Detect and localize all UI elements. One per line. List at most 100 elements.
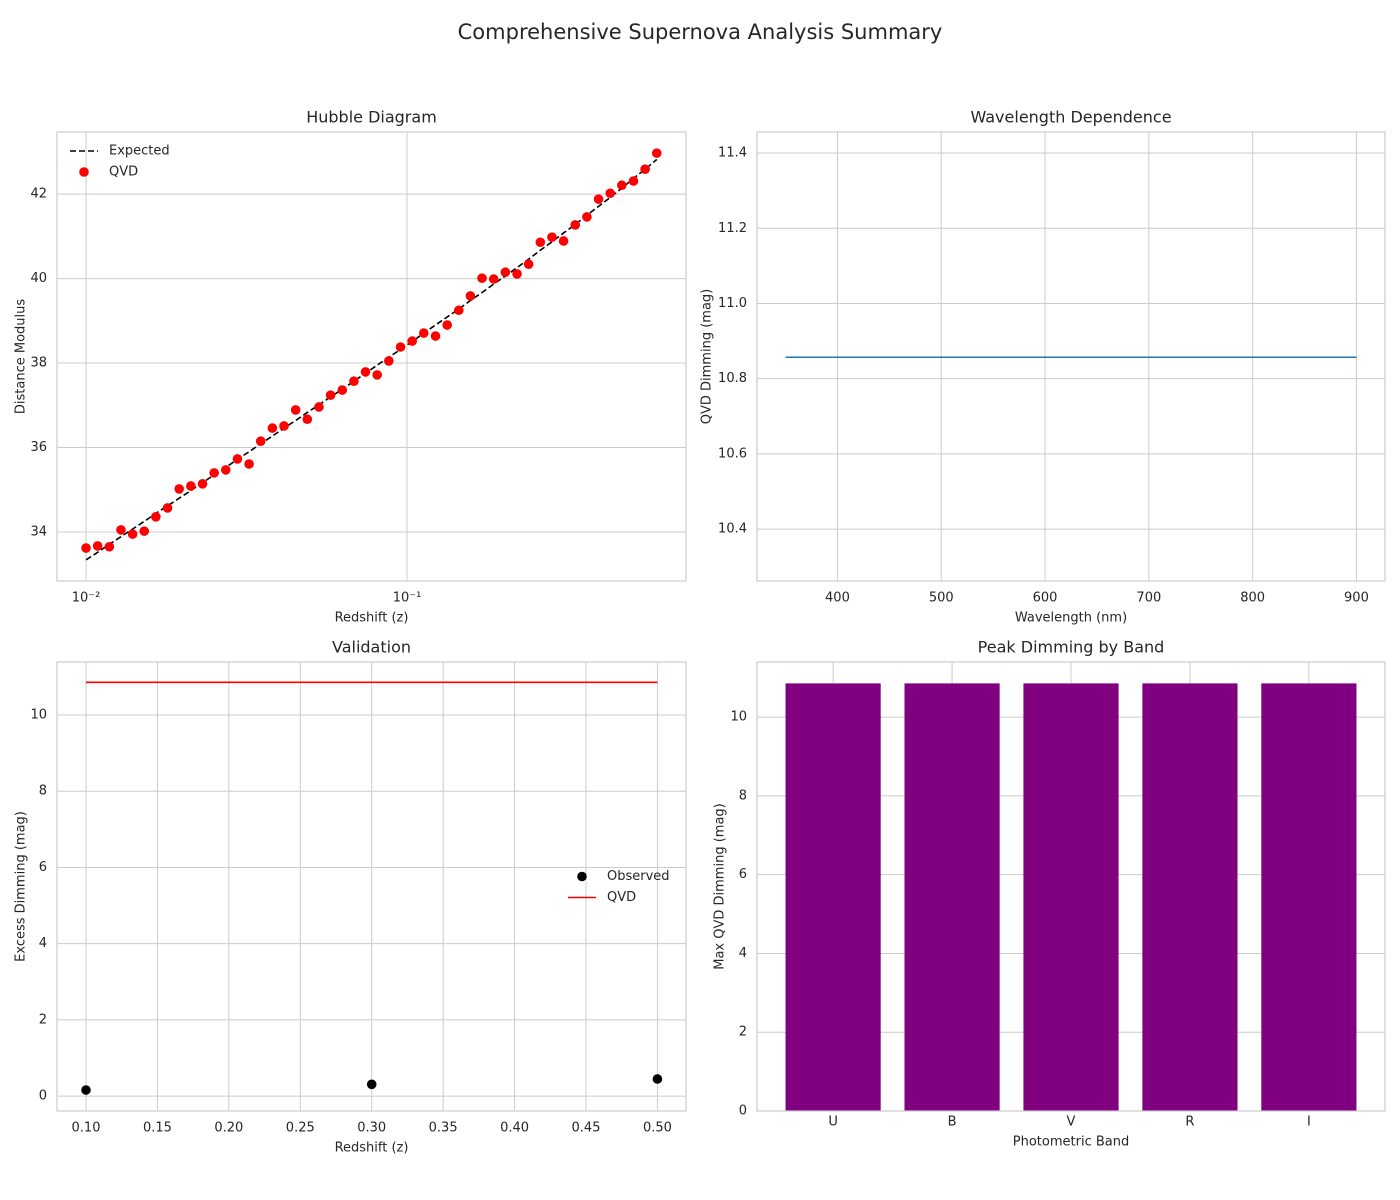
point xyxy=(314,402,324,412)
point xyxy=(151,511,161,522)
y-tick-label: 4 xyxy=(739,946,747,961)
point xyxy=(384,356,394,366)
y-tick-label: 0 xyxy=(39,1089,47,1104)
y-tick-label: 6 xyxy=(739,867,747,882)
axes-frame xyxy=(756,661,1386,1112)
point xyxy=(290,405,301,415)
x-tick-label: V xyxy=(1067,1115,1076,1130)
x-tick-label: 500 xyxy=(929,591,954,606)
x-axis-label: Redshift (z) xyxy=(335,611,409,626)
point xyxy=(651,148,662,158)
point xyxy=(186,481,196,491)
point xyxy=(279,421,289,431)
point xyxy=(570,220,581,230)
line xyxy=(85,158,658,561)
legend-swatch xyxy=(79,167,89,177)
x-tick-label: B xyxy=(948,1115,957,1130)
x-tick-label: 0.10 xyxy=(72,1121,101,1136)
y-axis-label: QVD Dimming (mag) xyxy=(700,289,715,424)
point xyxy=(488,274,499,284)
chart-title: Validation xyxy=(332,638,411,657)
figure-title: Comprehensive Supernova Analysis Summary xyxy=(458,20,943,44)
legend-label: Observed xyxy=(607,869,670,884)
x-tick-label: 600 xyxy=(1033,591,1058,606)
point xyxy=(430,331,441,341)
point xyxy=(255,436,266,446)
point xyxy=(127,529,138,539)
x-tick-label: U xyxy=(828,1115,838,1130)
point xyxy=(418,328,429,338)
legend-label: QVD xyxy=(109,165,138,180)
x-tick-label: 0.20 xyxy=(214,1121,243,1136)
point xyxy=(407,336,418,346)
x-axis-label: Redshift (z) xyxy=(335,1141,409,1156)
point xyxy=(500,267,511,278)
y-tick-label: 11.4 xyxy=(718,146,747,161)
y-tick-label: 6 xyxy=(39,860,47,875)
x-tick-label: I xyxy=(1307,1115,1311,1130)
point xyxy=(209,468,219,478)
y-tick-label: 8 xyxy=(739,788,747,803)
x-tick-label: 800 xyxy=(1240,591,1265,606)
axes-frame xyxy=(756,131,1386,582)
y-tick-label: 2 xyxy=(39,1012,47,1027)
x-tick-label: 700 xyxy=(1136,591,1161,606)
x-tick-label: 0.25 xyxy=(286,1121,315,1136)
x-axis-label: Wavelength (nm) xyxy=(1015,611,1127,626)
point xyxy=(453,305,464,316)
point xyxy=(139,526,150,536)
y-tick-label: 11.0 xyxy=(718,296,747,311)
x-tick-label: R xyxy=(1185,1115,1194,1130)
point xyxy=(116,525,126,535)
y-tick-label: 2 xyxy=(739,1025,747,1040)
y-tick-label: 34 xyxy=(30,525,47,540)
y-tick-label: 11.2 xyxy=(718,221,747,236)
point xyxy=(325,390,336,400)
point xyxy=(593,194,604,204)
point xyxy=(477,273,487,283)
point xyxy=(372,370,382,380)
y-tick-label: 10 xyxy=(30,707,47,722)
y-tick-label: 36 xyxy=(30,440,47,455)
y-axis-label: Distance Modulus xyxy=(14,299,29,414)
y-axis-label: Max QVD Dimming (mag) xyxy=(713,803,728,970)
point xyxy=(302,414,313,425)
legend-label: QVD xyxy=(607,890,636,905)
point xyxy=(349,376,359,387)
y-tick-label: 8 xyxy=(39,784,47,799)
y-tick-label: 10.4 xyxy=(718,522,747,537)
x-tick-label: 0.15 xyxy=(143,1121,172,1136)
x-tick-label: 400 xyxy=(825,591,850,606)
point xyxy=(640,164,650,174)
bar xyxy=(1023,683,1119,1111)
point xyxy=(267,423,278,433)
point xyxy=(605,188,615,199)
bar xyxy=(785,683,881,1111)
point xyxy=(523,259,534,270)
point xyxy=(92,541,103,551)
axes-frame xyxy=(56,131,687,582)
point xyxy=(162,503,173,513)
point xyxy=(174,484,184,494)
y-tick-label: 0 xyxy=(739,1104,747,1119)
axes-frame xyxy=(56,661,687,1112)
bar xyxy=(1142,683,1238,1111)
point xyxy=(512,269,522,279)
point xyxy=(366,1079,377,1090)
y-tick-label: 10 xyxy=(730,710,747,725)
x-tick-label: 0.40 xyxy=(500,1121,529,1136)
point xyxy=(395,342,406,352)
x-tick-label: 0.30 xyxy=(357,1121,386,1136)
point xyxy=(197,479,208,489)
point xyxy=(81,543,91,553)
point xyxy=(652,1074,663,1084)
point xyxy=(617,180,627,191)
legend-swatch xyxy=(577,871,587,882)
chart-title: Peak Dimming by Band xyxy=(978,638,1165,657)
chart-title: Wavelength Dependence xyxy=(970,108,1171,127)
point xyxy=(628,176,639,186)
point xyxy=(547,232,557,242)
y-tick-label: 10.6 xyxy=(718,446,747,461)
point xyxy=(232,454,243,464)
